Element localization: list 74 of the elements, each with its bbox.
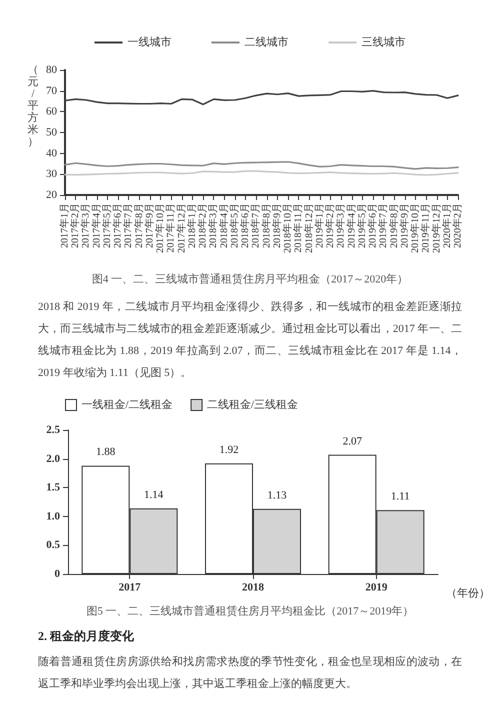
legend-label: 三线城市 bbox=[362, 36, 406, 48]
x-tick-label: 2019年5月 bbox=[356, 203, 368, 248]
x-tick-label: 2019年4月 bbox=[345, 203, 358, 248]
x-tick-label: 2018年11月 bbox=[292, 203, 304, 253]
text: 2. 租金的月度变化 bbox=[38, 628, 135, 645]
legend-label: 二线租金/三线租金 bbox=[207, 398, 298, 411]
legend-label: 一线城市 bbox=[128, 36, 172, 48]
x-tick-label: 2018年3月 bbox=[207, 203, 220, 248]
x-tick-label: 2017年8月 bbox=[132, 203, 145, 248]
data-label: 1.14 bbox=[144, 488, 164, 501]
y-tick-label: 70 bbox=[46, 84, 58, 97]
y-tick-label: 2.0 bbox=[46, 452, 60, 465]
y-tick-label: 0 bbox=[54, 568, 60, 580]
x-tick-label: 2017年2月 bbox=[69, 203, 82, 248]
x-tick-label: 2018年1月 bbox=[186, 203, 198, 248]
x-tick-label: 2019年8月 bbox=[388, 203, 400, 248]
text: 2018 和 2019 年，二线城市月平均租金涨得少、跌得多，和一线城市的租金差距逐渐拉大，而三线城市与二线城市的租金差距逐渐减少。通过租金比可以看出，2017 年一、二线城市租金比为 1.88，2019 年拉高到 2.07，而二、三线城市租金比在 2017 年是 1.14，2019 年收缩为 1.11（见图 5）。 bbox=[38, 300, 462, 381]
x-tick-label: 2018年8月 bbox=[260, 203, 272, 248]
text: 图4 一、二、三线城市普通租赁住房月平均租金（2017～2020年） bbox=[92, 272, 408, 286]
text: 随着普通租赁住房房源供给和找房需求热度的季节性变化，租金也呈现相应的波动，在返工季和毕业季均会出现上涨，其中返工季租金上涨的幅度更大。 bbox=[38, 654, 462, 692]
y-tick-label: 50 bbox=[46, 126, 58, 138]
y-tick-label: 0.5 bbox=[46, 539, 60, 552]
x-axis-title: （年份） bbox=[446, 588, 490, 600]
data-label: 1.92 bbox=[219, 444, 239, 456]
line-series bbox=[64, 90, 459, 106]
y-tick-label: 40 bbox=[46, 147, 58, 160]
x-tick-label: 2017年12月 bbox=[175, 203, 188, 253]
x-tick-label: 2019年11月 bbox=[420, 203, 432, 253]
x-tick-label: 2018年9月 bbox=[270, 203, 283, 248]
x-tick-label: 2018 bbox=[242, 582, 264, 594]
x-tick-label: 2018年12月 bbox=[302, 203, 315, 253]
x-tick-label: 2017年4月 bbox=[90, 203, 102, 248]
x-tick-label: 2019年6月 bbox=[366, 203, 379, 248]
data-label: 2.07 bbox=[342, 435, 362, 448]
y-axis-title: （元/平方米） bbox=[26, 64, 40, 148]
x-tick-label: 2019 bbox=[365, 582, 388, 594]
x-tick-label: 2017 bbox=[118, 582, 142, 594]
data-label: 1.88 bbox=[96, 446, 116, 458]
y-tick-label: 80 bbox=[46, 64, 58, 76]
x-tick-label: 2019年10月 bbox=[409, 203, 422, 253]
x-tick-label: 2020年1月 bbox=[440, 203, 453, 248]
y-tick-label: 60 bbox=[46, 106, 58, 118]
x-tick-label: 2018年6月 bbox=[239, 203, 252, 248]
x-tick-label: 2019年9月 bbox=[398, 203, 410, 248]
x-tick-label: 2018年10月 bbox=[282, 203, 294, 253]
x-tick-label: 2019年2月 bbox=[324, 203, 336, 248]
x-tick-label: 2019年1月 bbox=[313, 203, 326, 248]
text: 图5 一、二、三线城市普通租赁住房月平均租金比（2017～2019年） bbox=[86, 604, 414, 618]
data-label: 1.11 bbox=[390, 490, 410, 503]
x-tick-label: 2017年3月 bbox=[80, 203, 92, 248]
x-tick-label: 2018年2月 bbox=[196, 203, 209, 248]
x-tick-label: 2018年5月 bbox=[228, 203, 240, 248]
line-series bbox=[64, 161, 459, 170]
y-tick-label: 1.0 bbox=[46, 510, 60, 522]
y-tick-label: 30 bbox=[46, 168, 58, 180]
x-tick-label: 2019年12月 bbox=[430, 203, 442, 253]
y-tick-label: 1.5 bbox=[46, 482, 60, 494]
x-tick-label: 2017年5月 bbox=[100, 203, 113, 248]
y-tick-label: 20 bbox=[46, 189, 58, 201]
x-tick-label: 2017年1月 bbox=[58, 203, 70, 248]
x-tick-label: 2017年11月 bbox=[164, 203, 177, 253]
x-tick-label: 2017年7月 bbox=[122, 203, 134, 248]
legend-label: 一线租金/二线租金 bbox=[82, 398, 173, 411]
data-label: 1.13 bbox=[267, 489, 288, 502]
x-tick-label: 2017年9月 bbox=[143, 203, 156, 248]
x-tick-label: 2017年10月 bbox=[154, 203, 166, 253]
x-tick-label: 2019年3月 bbox=[334, 203, 347, 248]
y-tick-label: 2.5 bbox=[46, 424, 60, 436]
x-tick-label: 2017年6月 bbox=[112, 203, 124, 248]
x-tick-label: 2019年7月 bbox=[377, 203, 390, 248]
x-tick-label: 2018年4月 bbox=[218, 203, 230, 248]
legend-label: 二线城市 bbox=[244, 36, 288, 48]
x-tick-label: 2020年2月 bbox=[452, 203, 464, 248]
x-tick-label: 2018年7月 bbox=[250, 203, 262, 248]
